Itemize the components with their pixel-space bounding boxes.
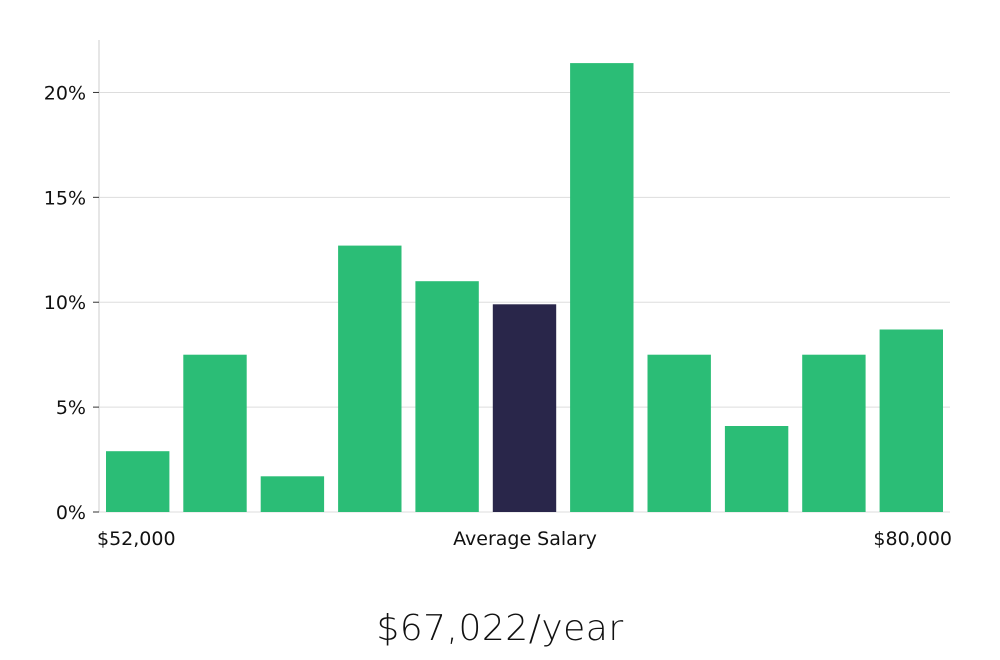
- histogram-bar: [106, 451, 170, 512]
- average-salary-value: $67,022/year: [376, 608, 624, 649]
- y-tick-label: 15%: [44, 187, 86, 209]
- histogram-bar: [338, 245, 402, 512]
- salary-histogram: 0% 5% 10% 15% 20%: [44, 40, 950, 524]
- histogram-bar: [415, 281, 479, 512]
- y-tick-label: 10%: [44, 292, 86, 314]
- histogram-bar: [570, 63, 634, 512]
- x-range-min-label: $52,000: [97, 528, 176, 550]
- x-center-label: Average Salary: [453, 528, 597, 550]
- histogram-bar: [724, 426, 789, 512]
- histogram-bar: [260, 476, 325, 512]
- y-tick-label: 20%: [44, 82, 86, 104]
- histogram-bar: [647, 354, 711, 512]
- histogram-bar: [183, 354, 247, 512]
- histogram-bar-highlighted: [492, 304, 557, 512]
- x-range-max-label: $80,000: [873, 528, 952, 550]
- histogram-bar: [879, 329, 943, 512]
- histogram-bar: [802, 354, 866, 512]
- y-tick-label: 5%: [56, 397, 86, 419]
- y-tick-label: 0%: [56, 502, 86, 524]
